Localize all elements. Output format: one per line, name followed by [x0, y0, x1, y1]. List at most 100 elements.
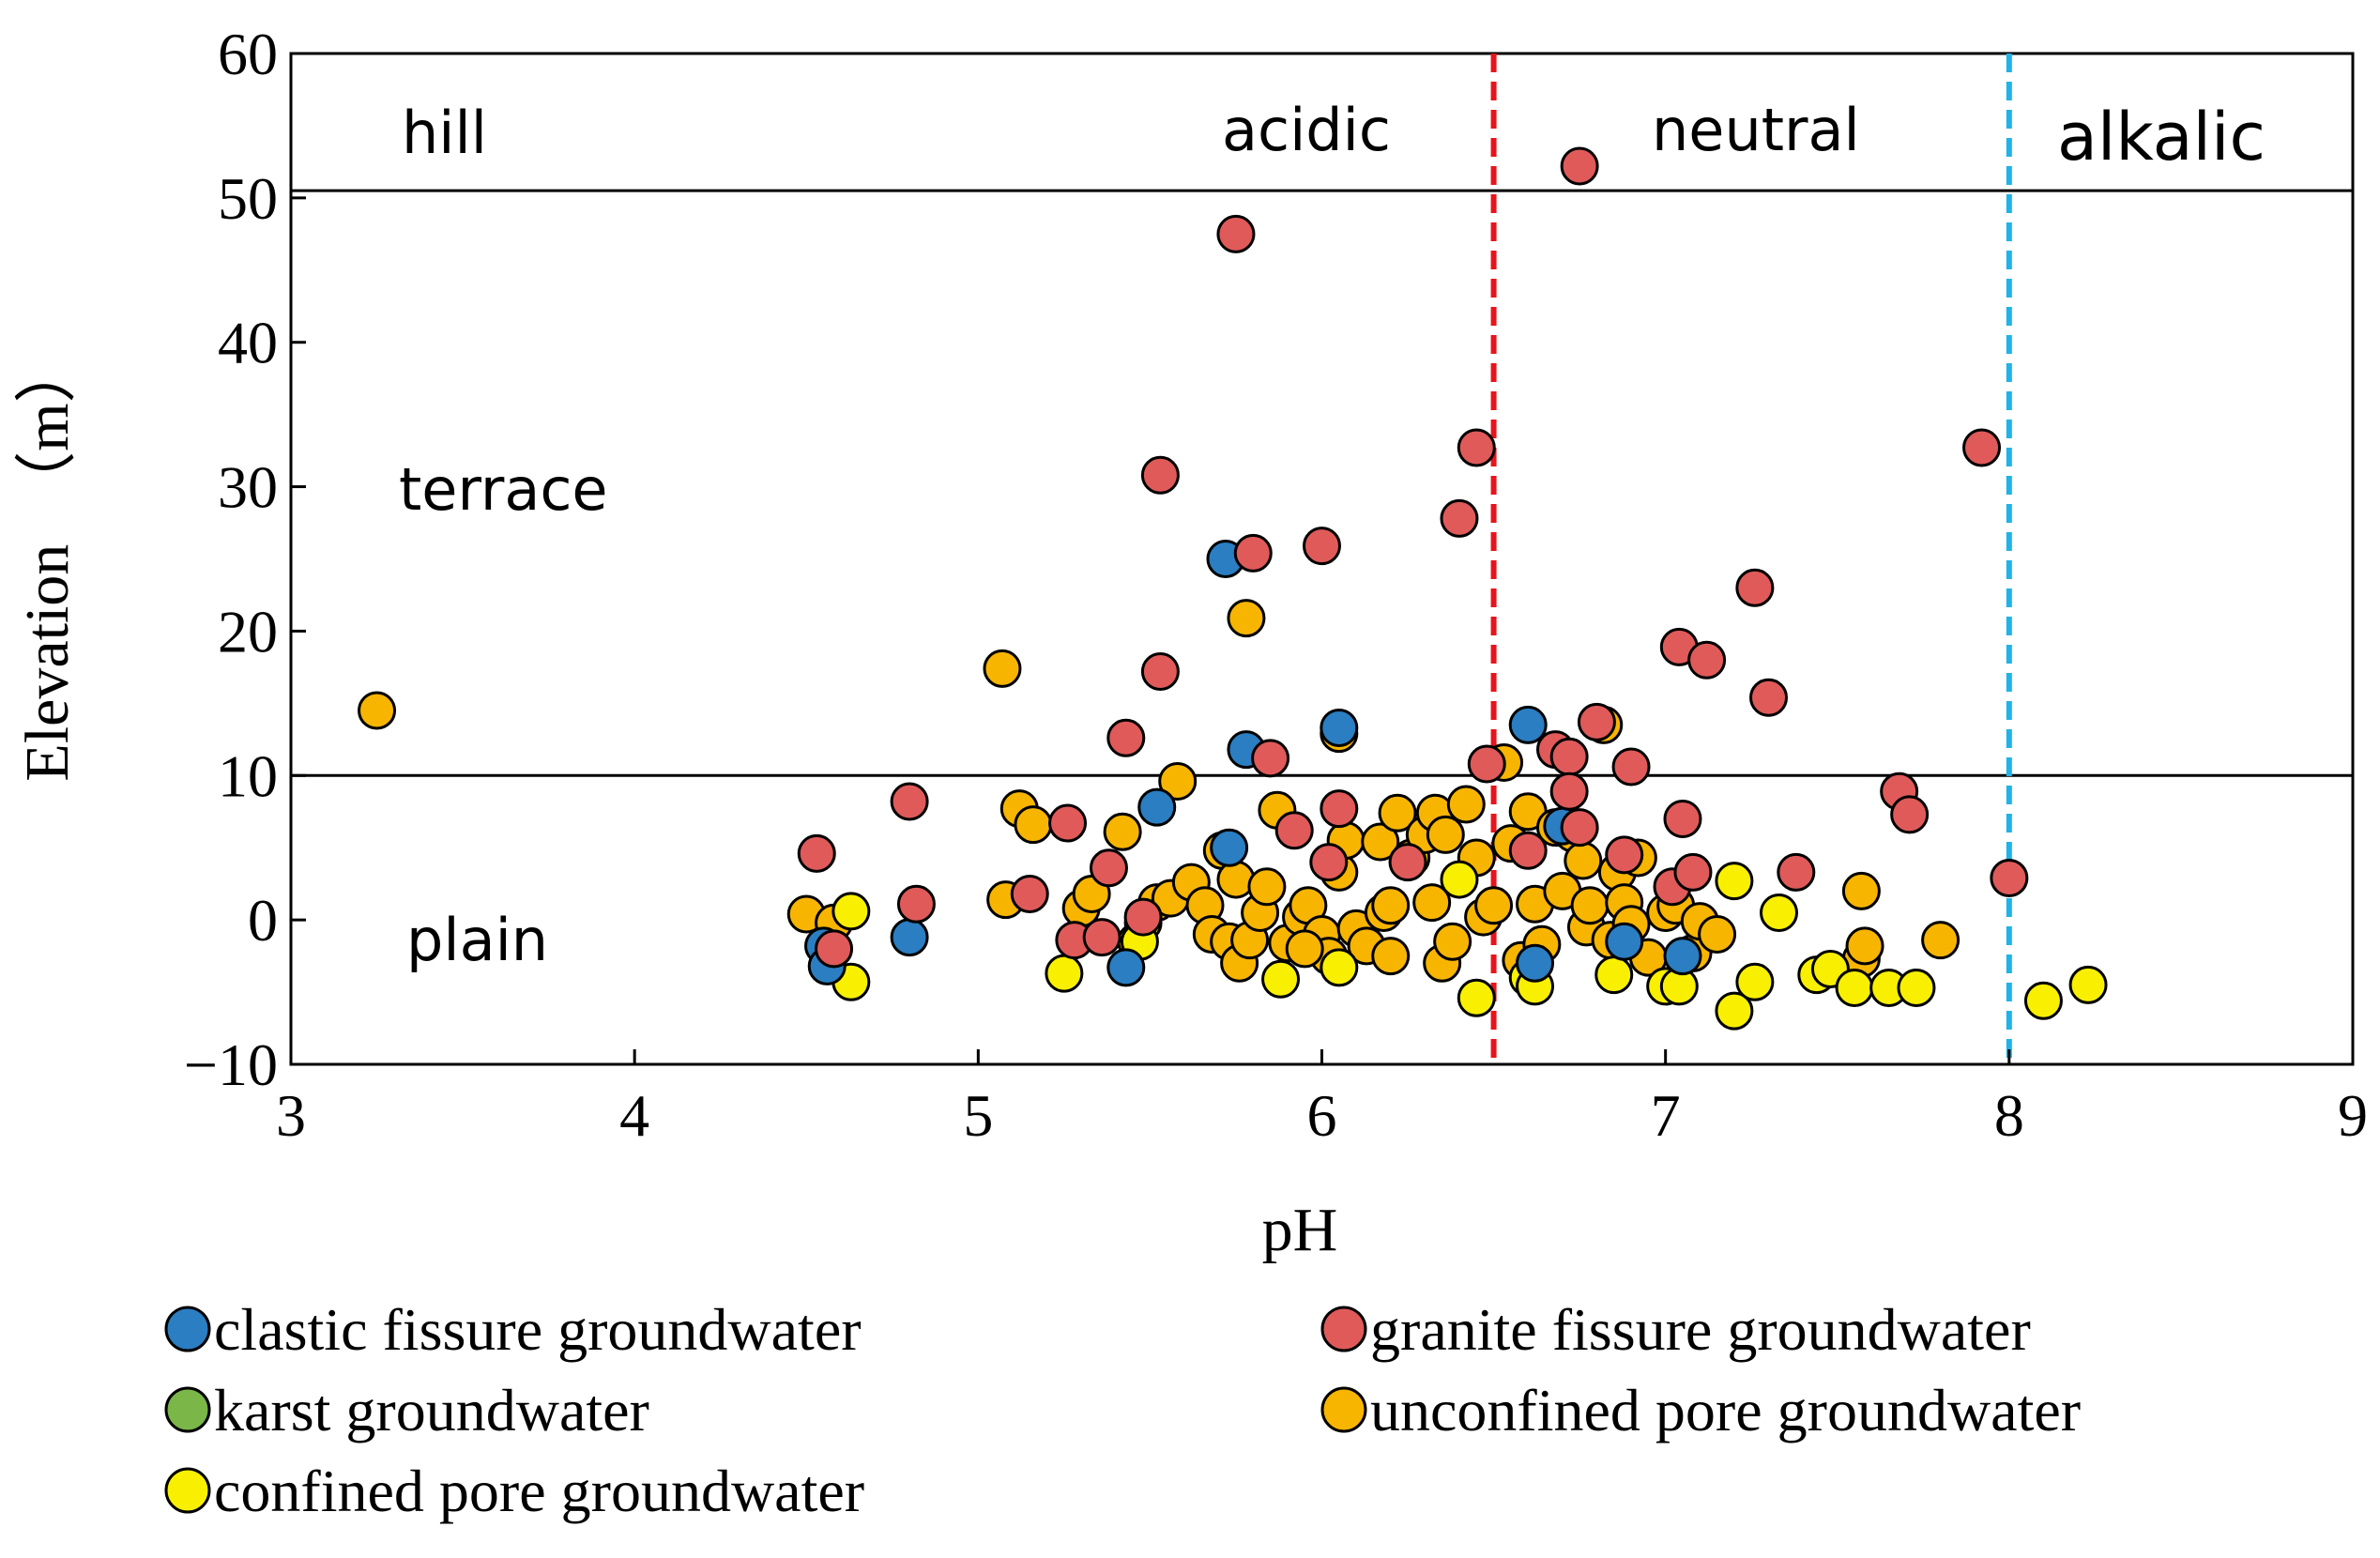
legend-marker-unconfined [1320, 1386, 1367, 1433]
data-point [1564, 841, 1603, 880]
data-point [1577, 702, 1616, 741]
y-tick-label: 60 [218, 21, 278, 87]
y-tick-label: 30 [218, 454, 278, 521]
legend-marker-clastic [164, 1306, 211, 1352]
data-point [1698, 915, 1737, 955]
y-tick-label: 10 [218, 742, 278, 809]
data-point [890, 918, 929, 957]
data-point [1605, 835, 1644, 875]
data-point [1845, 926, 1884, 966]
data-point [1227, 599, 1266, 638]
data-point [1158, 761, 1198, 801]
data-point [1106, 718, 1146, 757]
data-point [1570, 886, 1610, 925]
y-tick-label: 50 [218, 165, 278, 232]
data-point [1715, 991, 1754, 1031]
data-point [1274, 811, 1314, 850]
data-point [1140, 455, 1180, 495]
data-point [1605, 922, 1644, 961]
data-point [1048, 803, 1088, 843]
data-point [1990, 859, 2029, 898]
data-point [1388, 843, 1427, 882]
legend-label-unconfined: unconfined pore groundwater [1370, 1377, 2081, 1443]
legend-label-confined: confined pore groundwater [214, 1458, 864, 1524]
data-points [358, 146, 2108, 1031]
data-point [1962, 428, 2002, 467]
data-point [1663, 799, 1702, 838]
legend-label-granite: granite fissure groundwater [1370, 1296, 2031, 1363]
data-point [1371, 937, 1411, 976]
data-point [1835, 968, 1874, 1007]
axis-ticks: 3 4 5 6 7 8 9 −10 0 10 20 30 40 50 60 [184, 21, 2368, 1149]
data-point [1594, 955, 1634, 995]
zone-label-terrace: terrace [399, 455, 608, 524]
data-point [1760, 893, 1799, 932]
zone-label-acidic: acidic [1222, 96, 1391, 164]
data-point [1549, 737, 1589, 776]
x-tick-label: 3 [276, 1082, 306, 1149]
zone-label-alkalic: alkalic [2057, 99, 2266, 176]
data-point [1137, 787, 1177, 827]
data-point [1045, 954, 1084, 993]
x-tick-label: 8 [1994, 1082, 2024, 1149]
data-point [1320, 789, 1359, 829]
data-point [1320, 948, 1359, 987]
data-point [1106, 948, 1146, 987]
y-tick-label: 20 [218, 598, 278, 664]
data-point [1663, 937, 1702, 976]
data-point [1123, 897, 1163, 937]
data-point [1897, 968, 1936, 1007]
zone-boundaries [291, 53, 2353, 1064]
data-point [1508, 705, 1548, 744]
data-point [815, 929, 854, 969]
data-point [2023, 981, 2063, 1020]
data-point [1841, 871, 1881, 910]
data-point [831, 892, 871, 931]
data-point [1467, 744, 1506, 784]
data-point [1320, 709, 1359, 748]
data-point [1474, 886, 1514, 925]
x-tick-label: 5 [963, 1082, 993, 1149]
data-point [1508, 831, 1548, 870]
legend: clastic fissure groundwater granite fiss… [164, 1296, 2081, 1524]
data-point [1611, 747, 1651, 787]
data-point [1440, 498, 1479, 538]
data-point [1247, 867, 1287, 907]
data-point [896, 884, 936, 924]
data-point [1210, 828, 1249, 867]
data-point [1457, 978, 1496, 1017]
data-point [1673, 852, 1713, 892]
data-point [1014, 805, 1053, 845]
data-point [1010, 874, 1049, 913]
zone-label-neutral: neutral [1652, 96, 1860, 164]
zone-label-hill: hill [402, 99, 487, 167]
data-point [1082, 918, 1121, 957]
data-point [1446, 785, 1486, 824]
data-point [1303, 527, 1341, 566]
data-point [1251, 739, 1290, 778]
data-point [1777, 852, 1816, 892]
data-point [1687, 640, 1727, 680]
data-point [1233, 533, 1273, 573]
y-axis-title: Elevation （m） [13, 341, 82, 781]
legend-marker-karst [164, 1386, 211, 1433]
x-tick-label: 9 [2338, 1082, 2368, 1149]
data-point [1261, 959, 1301, 999]
legend-label-karst: karst groundwater [214, 1377, 649, 1443]
data-point [797, 833, 836, 873]
data-point [983, 649, 1022, 688]
data-point [1426, 815, 1465, 854]
data-point [1516, 943, 1555, 983]
x-tick-label: 4 [619, 1082, 649, 1149]
x-tick-label: 6 [1307, 1082, 1337, 1149]
data-point [1309, 843, 1349, 882]
data-point [1103, 812, 1142, 851]
data-point [1216, 214, 1256, 253]
data-point [1549, 771, 1589, 811]
legend-marker-confined [164, 1467, 211, 1514]
y-tick-label: 0 [248, 887, 278, 954]
data-point [1140, 652, 1180, 692]
x-axis-title: pH [1262, 1196, 1338, 1264]
data-point [1378, 793, 1417, 832]
